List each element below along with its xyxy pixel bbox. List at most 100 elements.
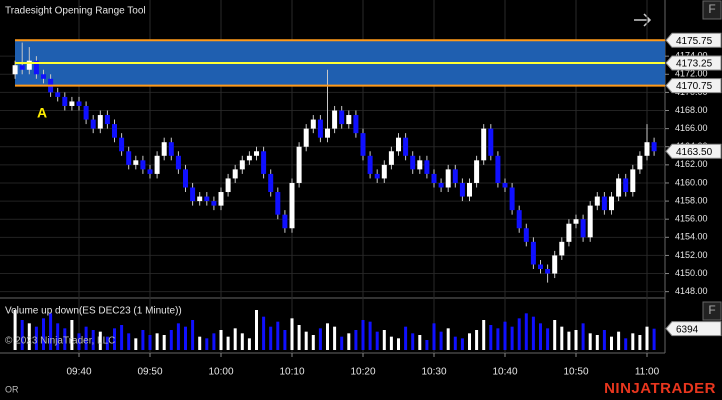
candle-body <box>310 119 316 129</box>
candle-body <box>609 196 614 211</box>
volume-bar <box>375 331 379 350</box>
volume-bar <box>460 338 464 350</box>
volume-bar <box>269 326 273 350</box>
volume-bar <box>468 333 471 350</box>
plot: A <box>12 39 665 350</box>
volume-bar <box>318 328 322 350</box>
volume-bar <box>56 323 60 350</box>
footer-label: OR <box>5 384 19 394</box>
candle-body <box>62 96 68 106</box>
volume-bar <box>524 313 528 350</box>
candle-body <box>587 205 593 238</box>
volume-bar <box>105 336 109 350</box>
x-tick-label: 10:20 <box>350 367 375 378</box>
volume-bar <box>34 326 38 350</box>
arrow-icon[interactable] <box>634 13 652 27</box>
volume-bar <box>617 331 621 350</box>
candle-body <box>353 115 359 134</box>
volume-bar <box>304 331 308 350</box>
volume-bar <box>42 318 45 350</box>
candle-body <box>332 110 338 129</box>
volume-bar <box>13 310 17 350</box>
volume-bar <box>397 338 400 350</box>
candle-body <box>97 115 103 129</box>
candle-body <box>76 101 82 106</box>
volume-bar <box>368 321 372 350</box>
candle-body <box>140 160 146 170</box>
volume-bar <box>162 335 166 350</box>
volume-bar <box>503 321 507 350</box>
volume-bar <box>581 323 585 350</box>
candle-body <box>438 182 444 188</box>
volume-bar <box>333 326 337 350</box>
candle-body <box>452 169 458 183</box>
volume-bar <box>425 340 429 350</box>
y-tick-label: 4168.00 <box>675 105 708 115</box>
candle-body <box>566 223 572 242</box>
candle-body <box>261 151 267 174</box>
button[interactable] <box>702 0 722 20</box>
price-marker <box>665 32 722 48</box>
button[interactable] <box>702 301 722 321</box>
volume-bar <box>389 336 393 350</box>
candle-body <box>481 128 487 161</box>
y-tick-label: 4162.00 <box>675 159 708 169</box>
volume-bar <box>347 333 351 350</box>
volume-bar <box>77 333 81 350</box>
volume-bar <box>91 330 95 350</box>
annotation: A <box>37 105 47 121</box>
candle-body <box>175 155 181 170</box>
volume-bar <box>311 335 315 350</box>
candle-body <box>282 214 288 229</box>
volume-bar <box>567 331 571 350</box>
candle-body <box>403 137 409 156</box>
candle-body <box>616 178 622 197</box>
volume-bar <box>255 310 258 350</box>
candle-body <box>559 241 565 256</box>
candle-body <box>268 173 274 193</box>
candle-body <box>239 160 245 170</box>
volume-bar <box>297 325 301 350</box>
candle-body <box>545 269 551 274</box>
volume-bar <box>240 333 244 350</box>
x-tick-label: 10:00 <box>208 367 233 378</box>
candle-body <box>509 187 515 211</box>
price-marker <box>665 143 722 159</box>
x-tick-label: 10:30 <box>421 367 446 378</box>
candle-body <box>346 115 352 125</box>
price-marker <box>665 78 722 94</box>
candle-body <box>580 219 586 238</box>
candle-body <box>254 151 259 156</box>
candle-body <box>55 92 61 97</box>
candle-body <box>573 219 579 224</box>
volume-bar <box>233 328 237 350</box>
candle-body <box>289 182 295 229</box>
candle-body <box>651 142 657 152</box>
candle-body <box>431 173 437 183</box>
candle-body <box>367 155 373 174</box>
y-tick-label: 4148.00 <box>675 286 708 296</box>
volume-bar <box>205 338 209 350</box>
candle-body <box>594 196 600 206</box>
candle-body <box>12 65 18 75</box>
candle-body <box>637 155 643 170</box>
volume-bar <box>489 325 493 350</box>
candle-body <box>211 201 217 206</box>
candle-body <box>218 192 224 206</box>
volume-bar <box>453 336 457 350</box>
candle-body <box>630 169 636 193</box>
button-icon: F <box>708 2 715 16</box>
volume-bar <box>290 318 294 350</box>
volume-bar <box>382 330 386 350</box>
price-marker-label: 4170.75 <box>676 81 713 92</box>
volume-bar <box>446 328 450 350</box>
volume-bar <box>98 331 102 350</box>
candle-body <box>623 178 629 193</box>
y-tick-label: 4172.00 <box>675 69 708 79</box>
candle-body <box>516 210 522 229</box>
volume-bar <box>191 320 195 350</box>
volume-bar <box>169 330 173 350</box>
price-marker <box>665 321 722 337</box>
volume-bar <box>439 331 443 350</box>
